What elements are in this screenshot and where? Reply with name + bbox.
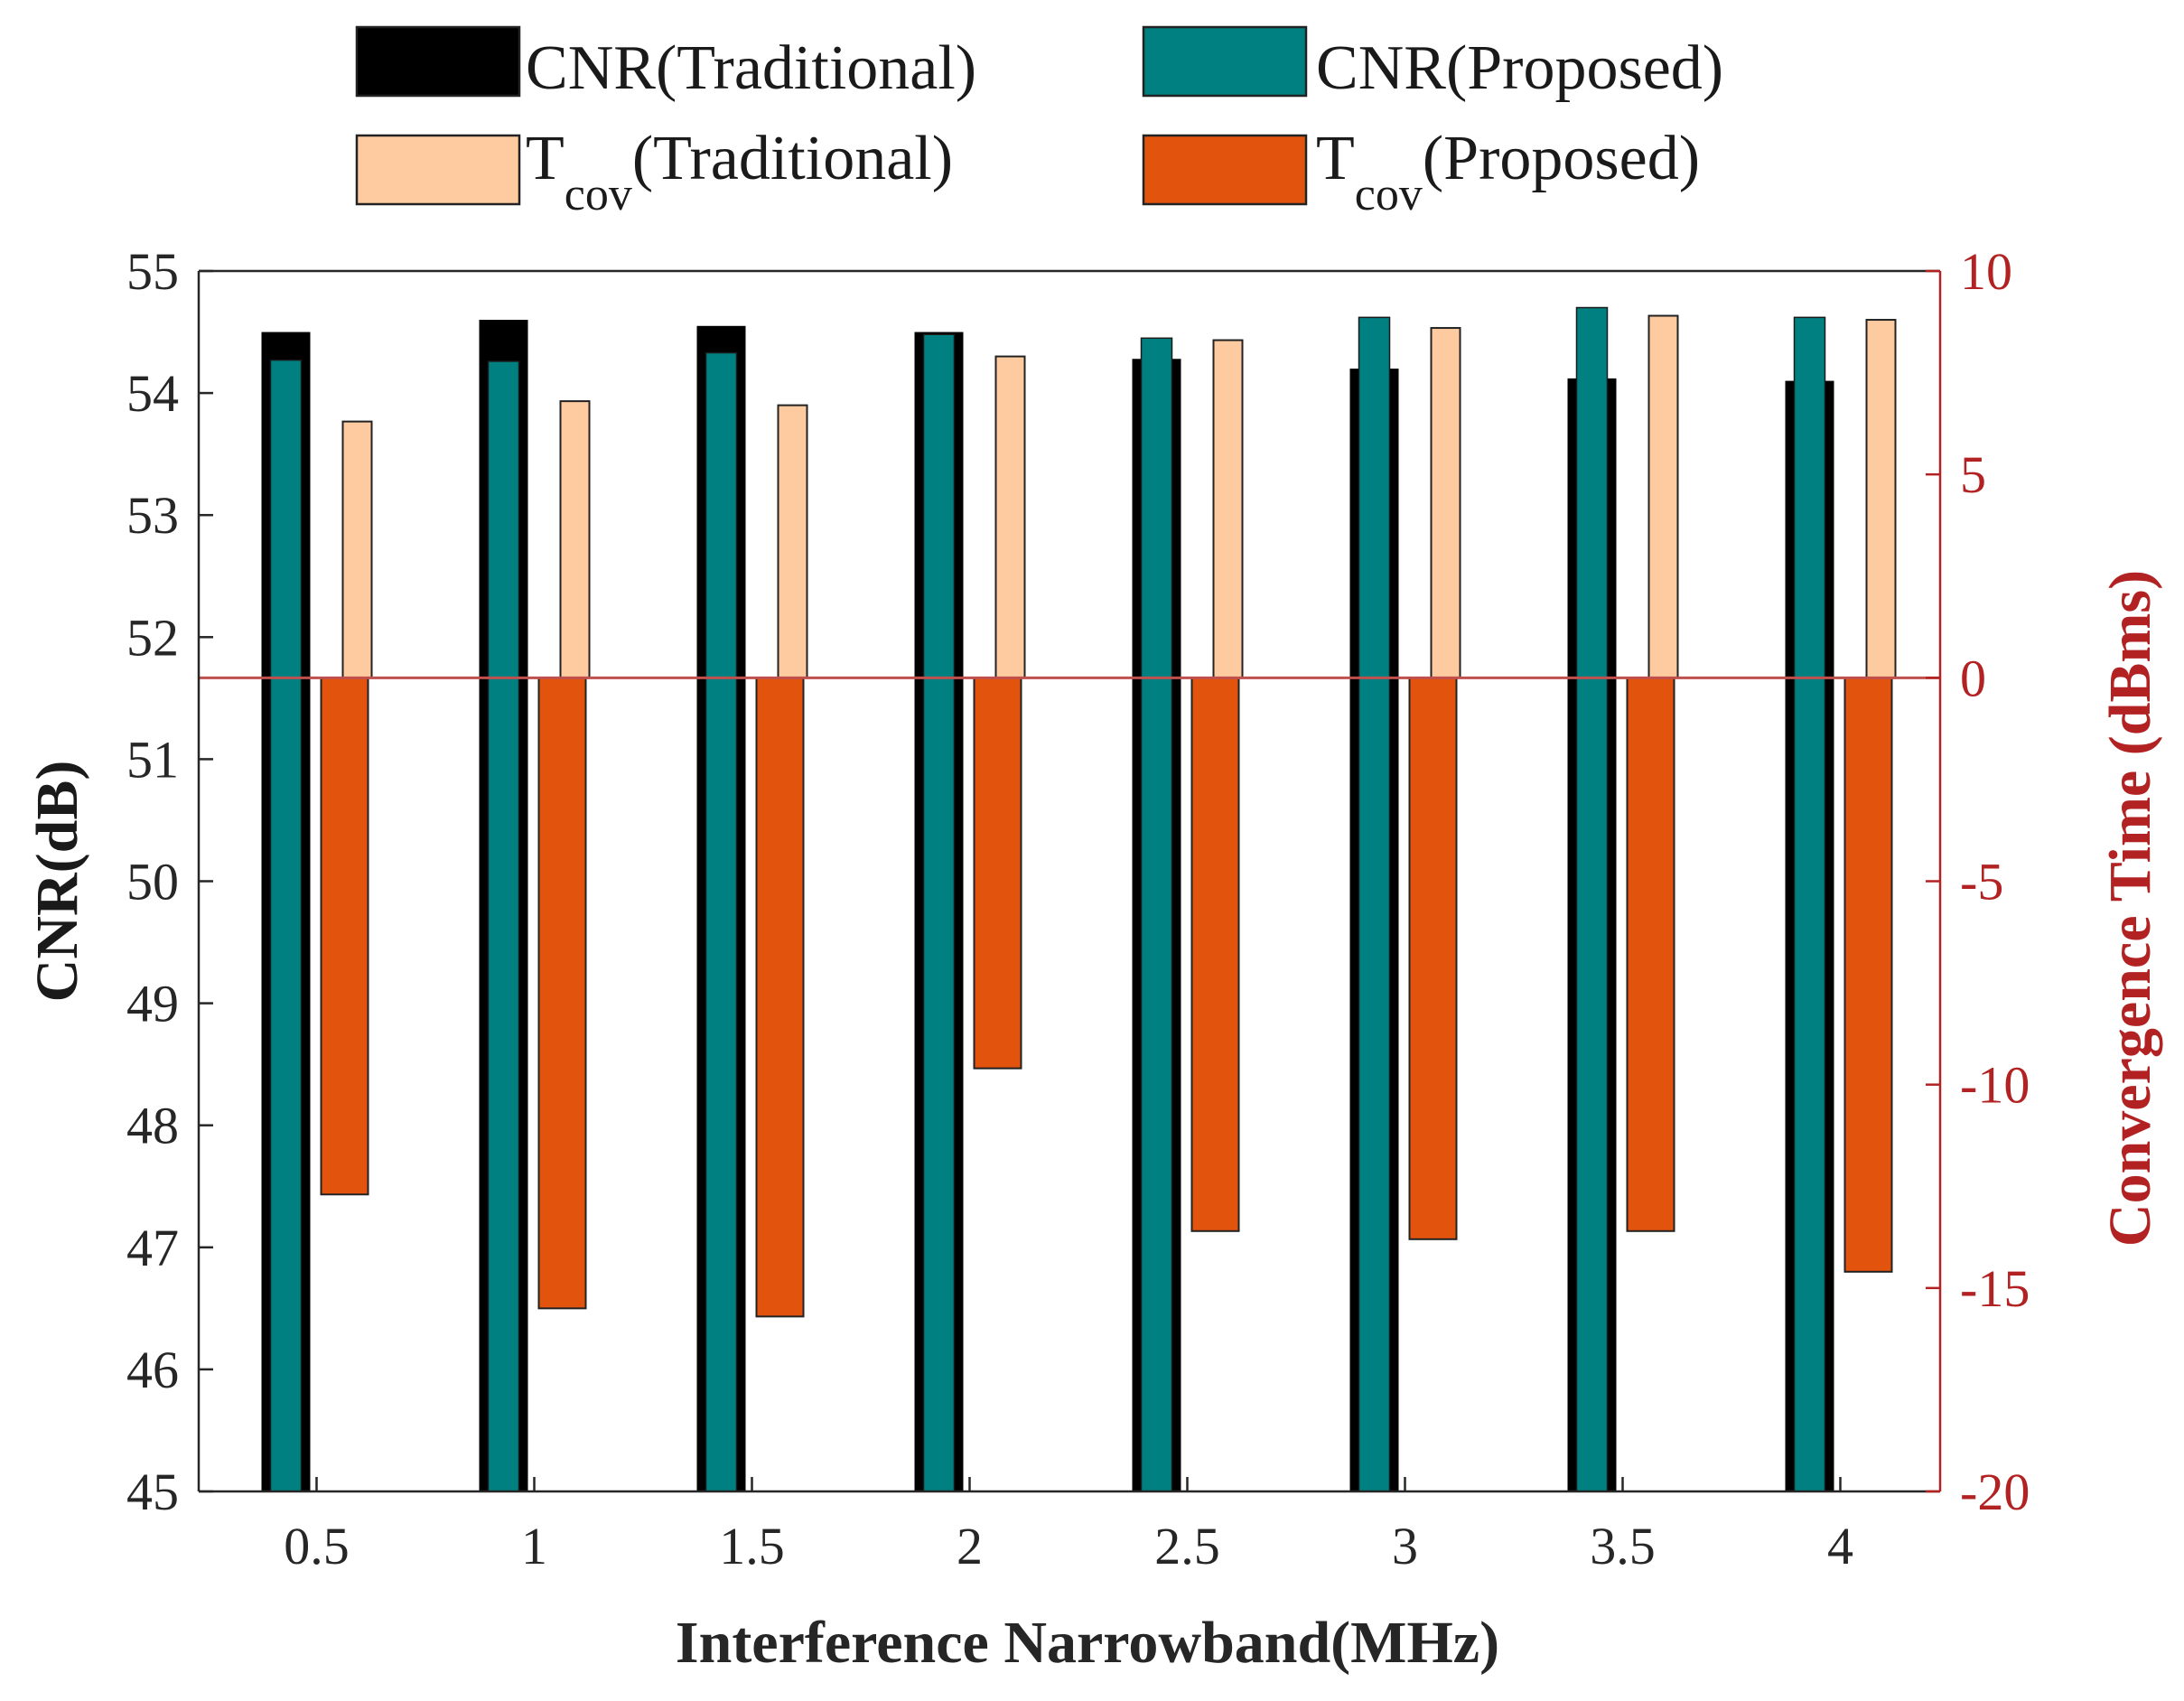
bar-tcov-proposed (1626, 677, 1675, 1232)
right-tick-label: -10 (1960, 1056, 2030, 1115)
bar-tcov-proposed (320, 677, 369, 1196)
left-tick-label: 47 (126, 1219, 179, 1277)
bar-tcov-traditional (1647, 314, 1679, 679)
legend-swatch (355, 134, 521, 206)
bar-tcov-proposed (1843, 677, 1893, 1273)
left-tick-label: 54 (126, 364, 179, 423)
left-tick-label: 46 (126, 1341, 179, 1399)
legend-label: CNR(Proposed) (1316, 33, 1723, 103)
legend-swatch (1142, 25, 1308, 98)
left-tick-label: 50 (126, 853, 179, 911)
bar-tcov-proposed (1190, 677, 1240, 1232)
right-tick-label: -5 (1960, 853, 2003, 911)
plot-area (199, 271, 1940, 1491)
bar-tcov-traditional (1212, 339, 1244, 679)
left-tick-label: 45 (126, 1463, 179, 1521)
legend-label: Tcov(Proposed) (1316, 124, 1700, 220)
left-tick-label: 51 (126, 730, 179, 789)
bar-cnr-proposed (487, 360, 520, 1492)
bar-tcov-traditional (777, 404, 808, 679)
x-tick-label: 3.5 (1590, 1517, 1656, 1575)
bar-tcov-traditional (341, 420, 373, 679)
right-tick-label: -15 (1960, 1259, 2030, 1318)
legend-swatch (1142, 134, 1308, 206)
left-tick-label: 53 (126, 486, 179, 545)
x-tick-label: 2 (957, 1517, 983, 1575)
x-tick-label: 1.5 (719, 1517, 785, 1575)
y-axis-title-right: Convergence Time (dBms) (2097, 570, 2163, 1247)
right-tick-label: 10 (1960, 242, 2012, 301)
bar-cnr-proposed (922, 333, 956, 1492)
bar-cnr-proposed (1793, 316, 1826, 1492)
bar-tcov-proposed (973, 677, 1022, 1070)
bar-tcov-proposed (755, 677, 805, 1318)
bar-cnr-proposed (269, 359, 303, 1492)
bar-cnr-proposed (705, 351, 738, 1492)
bar-tcov-traditional (1865, 319, 1897, 679)
y-axis-title-left: CNR(dB) (24, 761, 90, 1003)
x-tick-label: 4 (1827, 1517, 1853, 1575)
x-tick-label: 1 (521, 1517, 547, 1575)
legend-label: Tcov(Traditional) (526, 124, 953, 220)
bar-tcov-traditional (1430, 327, 1461, 679)
left-tick-label: 49 (126, 975, 179, 1033)
x-axis-title: Interference Narrowband(MHz) (676, 1610, 1499, 1676)
legend-label: CNR(Traditional) (526, 33, 976, 103)
legend-swatch (355, 25, 521, 98)
left-tick-label: 52 (126, 608, 179, 667)
x-tick-label: 0.5 (284, 1517, 350, 1575)
bar-cnr-proposed (1358, 316, 1391, 1492)
right-tick-label: 5 (1960, 445, 1986, 504)
bar-tcov-traditional (559, 400, 591, 679)
bar-tcov-traditional (994, 355, 1026, 679)
right-tick-label: 0 (1960, 649, 1986, 707)
bar-tcov-proposed (1408, 677, 1458, 1240)
bar-tcov-proposed (537, 677, 587, 1310)
right-tick-label: -20 (1960, 1463, 2030, 1521)
x-tick-label: 3 (1392, 1517, 1418, 1575)
left-tick-label: 48 (126, 1097, 179, 1155)
bar-cnr-proposed (1140, 337, 1173, 1492)
x-tick-label: 2.5 (1154, 1517, 1220, 1575)
bar-cnr-proposed (1575, 306, 1609, 1492)
left-tick-label: 55 (126, 242, 179, 301)
